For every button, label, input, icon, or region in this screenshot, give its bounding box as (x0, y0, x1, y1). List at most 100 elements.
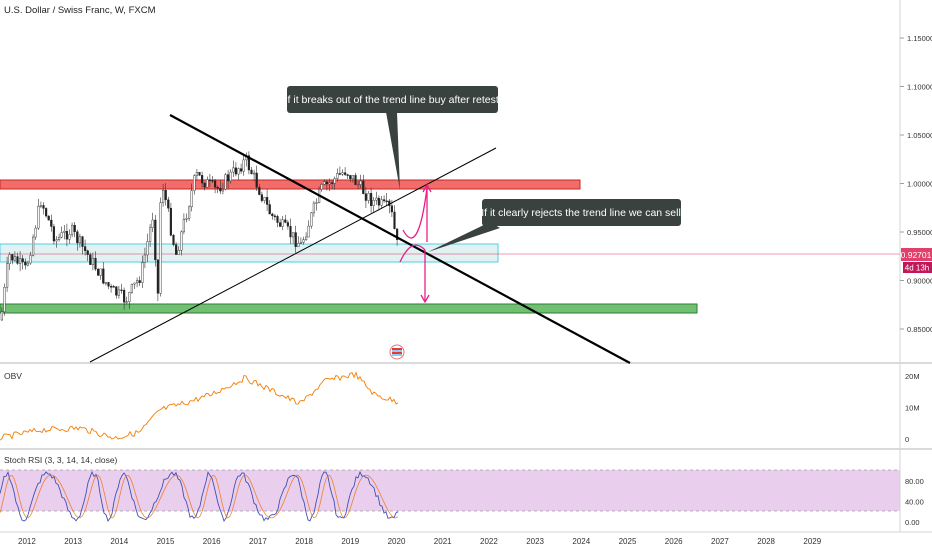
price-tick-label: 1.00000 (907, 180, 932, 189)
callout-breakout[interactable]: if it breaks out of the trend line buy a… (285, 86, 499, 190)
callout-reject[interactable]: If it clearly rejects the trend line we … (428, 199, 681, 252)
candle-body (242, 159, 245, 172)
candle-body (294, 232, 297, 247)
time-tick-label: 2026 (665, 537, 683, 546)
major-support-zone[interactable] (0, 303, 698, 314)
price-tick-label: 0.95000 (907, 228, 932, 237)
candle-body (164, 190, 167, 201)
candle-body (237, 168, 240, 175)
candle-body (276, 216, 279, 223)
candle-body (206, 179, 209, 188)
candle-body (21, 258, 24, 263)
time-tick-label: 2027 (711, 537, 729, 546)
symbol-title: U.S. Dollar / Swiss Franc, W, FXCM (4, 5, 156, 16)
candle-body (297, 243, 300, 247)
stoch-rsi-label[interactable]: Stoch RSI (3, 3, 14, 14, close) (4, 455, 118, 465)
candle-body (247, 155, 250, 171)
candle-body (351, 175, 354, 180)
price-tick-label: 1.15000 (907, 34, 932, 43)
time-axis[interactable]: 2012 2013 2014 2015 2016 2017 2018 2019 2020 2021… (18, 537, 822, 546)
rsi-band (0, 470, 900, 511)
candle-body (73, 224, 76, 232)
candle-body (362, 180, 365, 194)
candle-body (50, 219, 53, 227)
bearish-path (399, 244, 426, 263)
candle-body (42, 205, 45, 209)
candle-body (133, 282, 136, 285)
candle-body (367, 193, 370, 201)
candle-body (78, 236, 81, 244)
callout-reject-pointer (428, 222, 500, 252)
resistance-zone[interactable] (0, 179, 581, 190)
candle-body (151, 219, 154, 229)
stoch-d-line (0, 474, 399, 519)
projection-arrows[interactable] (399, 183, 432, 304)
current-support-zone[interactable] (0, 243, 499, 263)
candle-body (138, 280, 141, 283)
callout-reject-box (482, 199, 681, 226)
bullish-arrow-head (422, 183, 432, 193)
callout-breakout-box (287, 86, 498, 113)
candle-body (266, 197, 269, 205)
time-tick-label: 2025 (619, 537, 637, 546)
candle-body (52, 226, 55, 242)
candle-body (143, 254, 146, 263)
time-tick-label: 2028 (757, 537, 775, 546)
candle-body (65, 230, 68, 240)
candle-body (190, 190, 193, 208)
candle-body (357, 184, 360, 186)
candle-body (310, 212, 313, 227)
candle-body (349, 175, 352, 180)
rsi-tick-label: 0.00 (905, 518, 920, 527)
candle-body (104, 282, 107, 284)
candle-body (99, 268, 102, 276)
flag-icon[interactable] (389, 344, 405, 360)
candle-body (250, 169, 253, 175)
candle-body (268, 204, 271, 215)
candle-body (187, 206, 191, 219)
candle-body (372, 199, 375, 206)
callout-reject-text: If it clearly rejects the trend line we … (481, 207, 681, 219)
candle-body (229, 171, 232, 182)
candle-body (37, 206, 40, 229)
candle-body (45, 208, 48, 217)
candle-body (305, 236, 308, 240)
candle-body (154, 219, 157, 261)
ascending-trend-line[interactable] (89, 147, 497, 363)
candle-body (32, 236, 35, 256)
candle-body (383, 199, 386, 202)
candle-body (34, 227, 37, 238)
candle-body (109, 286, 113, 288)
candle-body (159, 202, 162, 294)
candle-body (263, 197, 266, 201)
candle-body (328, 182, 331, 185)
candle-body (185, 218, 188, 220)
candle-body (393, 211, 396, 229)
candle-body (70, 224, 74, 235)
candle-body (281, 219, 284, 227)
candle-body (344, 172, 347, 175)
candle-body (11, 254, 14, 261)
candle-body (19, 258, 22, 264)
candle-body (255, 172, 258, 188)
rsi-tick-label: 80.00 (905, 477, 924, 486)
candle-body (203, 182, 206, 188)
candle-body (341, 172, 344, 175)
candle-body (112, 286, 115, 288)
obv-tick-label: 0 (905, 435, 909, 444)
stoch-k-line (0, 470, 399, 523)
price-tick-label: 1.10000 (907, 83, 932, 92)
candle-body (89, 254, 92, 265)
descending-trend-line[interactable] (169, 114, 631, 364)
time-tick-label: 2015 (157, 537, 175, 546)
candle-body (55, 239, 58, 242)
candle-body (180, 231, 183, 251)
candle-body (208, 179, 211, 181)
candle-body (195, 172, 198, 176)
candle-body (234, 167, 237, 175)
price-axis[interactable]: 1.15000 1.10000 1.05000 1.00000 0.95000 0.900… (900, 34, 932, 334)
candle-body (8, 254, 11, 264)
candle-body (182, 219, 185, 233)
obv-label[interactable]: OBV (4, 371, 22, 381)
